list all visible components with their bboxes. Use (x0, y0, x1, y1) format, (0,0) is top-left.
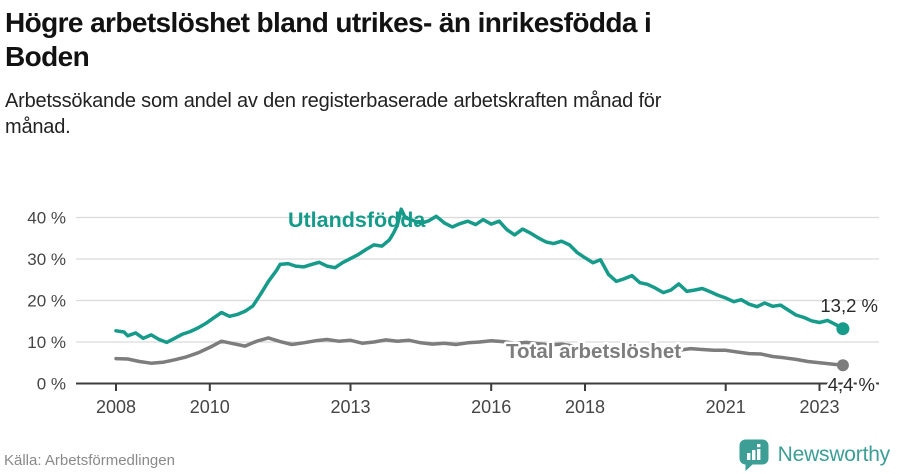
y-tick-label: 20 % (27, 292, 66, 311)
title-line-1: Högre arbetslöshet bland utrikes- än inr… (5, 7, 652, 38)
x-tick-label: 2013 (330, 397, 370, 417)
series-line-utlandsfodda (114, 207, 845, 345)
x-tick-label: 2018 (565, 397, 605, 417)
x-axis-tick-labels: 2008 2010 2013 2016 2018 2021 2023 (96, 397, 840, 417)
x-tick-label: 2021 (706, 397, 746, 417)
newsworthy-logo[interactable]: Newsworthy (739, 438, 890, 471)
y-tick-label: 10 % (27, 333, 66, 352)
x-axis-ticks (115, 384, 821, 391)
y-tick-label: 0 % (37, 375, 66, 394)
end-dot-total (836, 359, 849, 372)
y-axis-labels: 0 % 10 % 20 % 30 % 40 % (27, 209, 66, 394)
page-title: Högre arbetslöshet bland utrikes- än inr… (5, 6, 885, 74)
line-chart: 0 % 10 % 20 % 30 % 40 % 2008 2010 2013 2016 2018… (27, 207, 879, 417)
end-value-label-utlandsfodda: 13,2 % (820, 295, 878, 316)
series-label-utlandsfodda: Utlandsfödda (288, 208, 426, 232)
source-note: Källa: Arbetsförmedlingen (4, 452, 175, 469)
end-value-label-total: 4,4 % (828, 374, 875, 395)
y-tick-label: 40 % (27, 209, 66, 228)
chart-header: Högre arbetslöshet bland utrikes- än inr… (5, 6, 885, 140)
x-tick-label: 2008 (96, 397, 136, 417)
x-tick-label: 2023 (799, 397, 839, 417)
newsworthy-wordmark: Newsworthy (777, 442, 891, 466)
x-tick-label: 2010 (190, 397, 230, 417)
end-dot-utlandsfodda (836, 322, 850, 336)
subtitle-line-1: Arbetssökande som andel av den registerb… (5, 90, 662, 112)
newsworthy-icon (739, 439, 769, 471)
series-line-total (114, 336, 845, 367)
y-tick-label: 30 % (27, 250, 66, 269)
subtitle-line-2: månad. (5, 116, 71, 138)
x-tick-label: 2016 (471, 397, 511, 417)
page-subtitle: Arbetssökande som andel av den registerb… (5, 88, 885, 140)
series-label-total: Total arbetslöshet (506, 340, 681, 363)
chart-area: 0 % 10 % 20 % 30 % 40 % 2008 2010 2013 2016 2018… (0, 185, 900, 430)
title-line-2: Boden (5, 41, 90, 72)
gridlines (76, 216, 879, 343)
